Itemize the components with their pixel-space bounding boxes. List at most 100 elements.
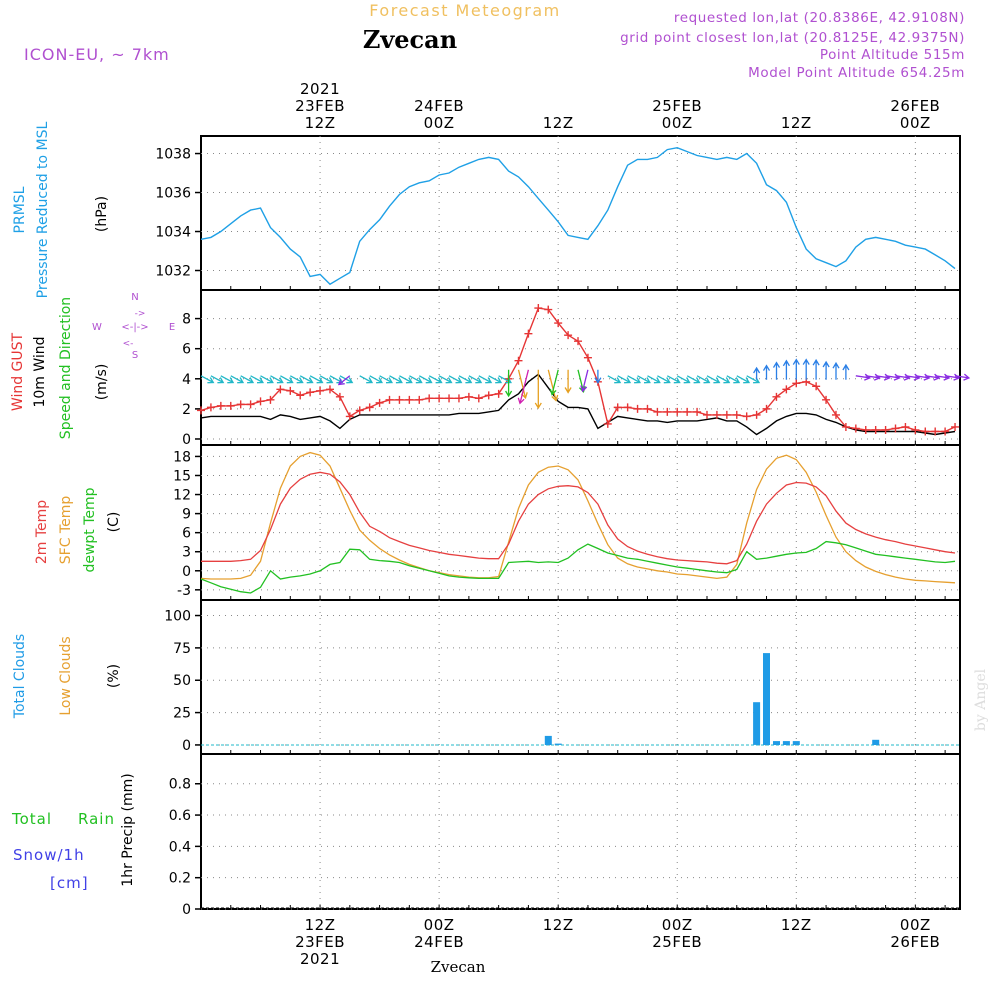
wind-gust-marker: [385, 395, 394, 404]
wind-gust-marker: [841, 422, 850, 431]
temp-2m-line: [201, 471, 956, 565]
wind-direction-arrow: [299, 375, 314, 384]
wind-direction-arrow: [309, 375, 324, 384]
y-tick-label-clouds: 0: [182, 738, 191, 754]
y-tick-label-wind: 4: [182, 372, 191, 388]
bottom-time-label: 24FEB: [414, 933, 464, 951]
header-model: ICON-EU, ~ 7km: [24, 45, 170, 64]
wind-gust-marker: [822, 395, 831, 404]
wind-direction-arrow: [289, 375, 304, 384]
compass-rose-icon: N S W E <-|-> -> <-: [92, 292, 175, 361]
wind-gust-marker: [673, 407, 682, 416]
total-cloud-bar: [544, 735, 552, 745]
wind-gust-marker: [653, 407, 662, 416]
cloud-panel-labels: Total Clouds Low Clouds (%): [12, 634, 122, 719]
wind-gust-marker: [296, 391, 305, 400]
panel-frame-pressure: [200, 135, 961, 291]
wind-gust-marker: [901, 422, 910, 431]
y-tick-label-precip: 0.4: [169, 839, 191, 855]
wind-direction-arrow: [369, 375, 384, 384]
temp-label-dewpt: dewpt Temp: [82, 487, 98, 572]
wind-gust-marker: [921, 427, 930, 436]
wind-gust-marker: [216, 401, 225, 410]
y-tick-label-precip: 0.8: [169, 777, 191, 793]
bottom-time-label: 2021: [300, 950, 340, 968]
wind-gust-marker: [613, 403, 622, 412]
wind-direction-arrow: [792, 358, 800, 380]
wind-gust-marker: [276, 385, 285, 394]
wind-direction-arrow: [549, 369, 559, 396]
total-cloud-bar: [773, 741, 780, 745]
y-tick-label-clouds: 75: [173, 641, 191, 657]
y-tick-label-clouds: 25: [173, 706, 191, 722]
y-tick-label-pressure: 1032: [155, 264, 191, 280]
y-tick-label-wind: 6: [182, 342, 191, 358]
wind-gust-marker: [206, 403, 215, 412]
wind-direction-arrow: [772, 361, 781, 380]
wind-panel-labels: Wind GUST 10m Wind Speed and Direction (…: [10, 292, 175, 439]
total-cloud-bar: [782, 741, 790, 745]
wind-gust-marker: [425, 394, 434, 403]
y-tick-label-wind: 0: [182, 432, 191, 448]
wind-gust-marker: [524, 329, 533, 338]
bottom-time-label: 26FEB: [890, 933, 940, 951]
wind-direction-arrow: [547, 369, 559, 402]
top-time-label: 25FEB: [652, 97, 702, 115]
wind-direction-arrow: [822, 360, 830, 380]
wind-gust-marker: [325, 385, 334, 394]
compass-w: W: [92, 322, 102, 333]
precip-label-snow: Snow/1h: [13, 846, 85, 864]
wind-direction-arrow: [468, 375, 483, 384]
wind-direction-arrow: [270, 375, 284, 384]
wind-direction-arrow: [250, 375, 265, 384]
wind-direction-arrow: [812, 358, 820, 380]
total-cloud-bar: [763, 653, 770, 745]
wind-label-unit: (m/s): [94, 364, 110, 401]
header-location: Zvecan: [363, 25, 457, 54]
wind-direction-arrow: [782, 359, 790, 380]
bottom-time-label: 00Z: [900, 916, 931, 934]
wind-gust-marker: [454, 394, 463, 403]
dewpt-temp-line: [200, 540, 956, 594]
bottom-time-label: 12Z: [543, 916, 574, 934]
cloud-label-total: Total Clouds: [12, 634, 28, 719]
bottom-location-label: Zvecan: [431, 958, 486, 976]
wind-gust-marker: [564, 331, 573, 340]
total-cloud-bar: [753, 702, 761, 745]
precip-panel-labels: Total Rain Snow/1h [cm] 1hr Precip (mm): [11, 773, 136, 892]
wind-gust-marker: [683, 407, 692, 416]
wind-gust-marker: [256, 397, 265, 406]
y-tick-label-pressure: 1036: [155, 186, 191, 202]
wind-gust-marker: [812, 382, 821, 391]
total-cloud-bar: [554, 743, 562, 745]
wind-direction-arrow: [607, 375, 622, 384]
y-tick-label-temp: 12: [173, 488, 191, 504]
wind-direction-arrow: [855, 373, 871, 381]
wind-gust-marker: [782, 385, 791, 394]
cloud-label-unit: (%): [106, 664, 122, 688]
watermark: by Angel: [973, 668, 989, 731]
y-tick-label-clouds: 100: [164, 609, 191, 625]
temp-panel-labels: 2m Temp SFC Temp dewpt Temp (C): [34, 487, 122, 572]
wind-direction-arrow: [706, 375, 721, 384]
svg-text:<-: <-: [123, 339, 134, 349]
wind-gust-marker: [316, 386, 325, 395]
precip-label-total: Total: [11, 810, 52, 828]
wind-gust-marker: [375, 398, 384, 407]
wind-direction-arrow: [686, 375, 701, 384]
wind-gust-marker: [474, 394, 483, 403]
wind-direction-arrow: [488, 375, 503, 384]
wind-gust-marker: [335, 392, 344, 401]
wind-gust-marker: [583, 353, 592, 362]
wind-direction-arrow: [696, 375, 711, 384]
header-subtitle: Forecast Meteogram: [369, 1, 560, 20]
wind-direction-arrow: [458, 375, 473, 384]
wind-direction-arrow: [230, 375, 245, 384]
sfc-temp-line: [200, 451, 956, 584]
y-tick-label-precip: 0: [182, 902, 191, 918]
wind-direction-arrow: [627, 375, 642, 384]
wind-direction-arrow: [438, 375, 453, 384]
wind-gust-marker: [911, 425, 920, 434]
wind-direction-arrow: [337, 375, 351, 386]
